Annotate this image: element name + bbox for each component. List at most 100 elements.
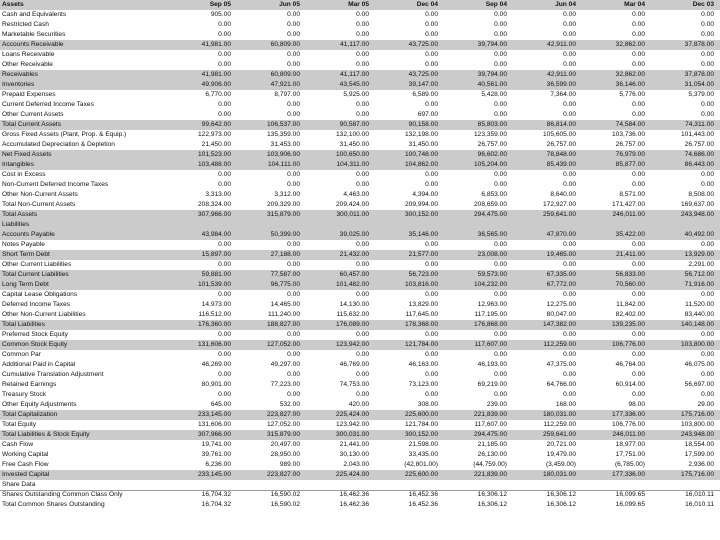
table-row: Total Liabilities 176,360.00 188,827.00 176… xyxy=(0,320,720,330)
row-value: 294,475.00 xyxy=(473,211,507,218)
row-value: 123,942.00 xyxy=(335,341,369,348)
row-value: 43,545.00 xyxy=(339,81,369,88)
row-value: 16,452.36 xyxy=(408,501,438,508)
row-value xyxy=(441,480,510,490)
row-value: 0.00 xyxy=(425,11,438,18)
row-value: 300,031.00 xyxy=(335,431,369,438)
row-value: 0.00 xyxy=(287,171,300,178)
row-value: 0.00 xyxy=(356,171,369,178)
row-value: 0.00 xyxy=(494,171,507,178)
row-value: 36,146.00 xyxy=(615,81,645,88)
row-value: 0.00 xyxy=(494,351,507,358)
row-value: 0.00 xyxy=(287,371,300,378)
row-label: Receivables xyxy=(2,71,38,78)
row-value: 169,637.00 xyxy=(680,201,714,208)
row-value: 80,047.00 xyxy=(546,311,576,318)
row-value: 117,645.00 xyxy=(405,311,438,318)
row-label: Common Par xyxy=(2,351,41,358)
row-value: 233,145.00 xyxy=(197,471,231,478)
row-value: 0.00 xyxy=(356,101,369,108)
row-label: Capital Lease Obligations xyxy=(2,291,78,298)
row-value: 0.00 xyxy=(701,101,714,108)
table-row: Total Current Liabilities 59,881.00 77,587… xyxy=(0,270,720,280)
row-value: 225,424.00 xyxy=(335,411,369,418)
column-header: Dec 03 xyxy=(692,1,714,8)
row-value: 8,571.00 xyxy=(619,191,645,198)
row-value: 103,736.00 xyxy=(611,131,645,138)
row-value xyxy=(234,480,303,490)
row-value: 0.00 xyxy=(425,171,438,178)
row-value: 59,881.00 xyxy=(201,271,231,278)
row-value: 0.00 xyxy=(356,11,369,18)
table-row: Notes Payable 0.00 0.00 0.00 0.00 0.00 0.00 0.0… xyxy=(0,240,720,250)
row-value: 0.00 xyxy=(563,101,576,108)
row-value: 17,751.00 xyxy=(615,451,645,458)
row-value: 0.00 xyxy=(701,11,714,18)
row-value: 0.00 xyxy=(425,371,438,378)
row-value: 0.00 xyxy=(563,181,576,188)
row-value: 0.00 xyxy=(287,11,300,18)
row-value: 208,324.00 xyxy=(197,201,231,208)
row-value: 0.00 xyxy=(287,291,300,298)
row-value: 16,462.36 xyxy=(339,501,369,508)
table-row: Intangibles 103,488.00 104,111.00 104,311.0… xyxy=(0,160,720,170)
row-value: 132,100.00 xyxy=(335,131,369,138)
row-value: 21,411.00 xyxy=(616,251,645,258)
row-label: Invested Capital xyxy=(2,471,50,478)
row-value: 112,259.00 xyxy=(543,421,576,428)
row-value: 0.00 xyxy=(563,11,576,18)
table-row: Cumulative Translation Adjustment 0.00 0.0… xyxy=(0,370,720,380)
row-value: 0.00 xyxy=(563,21,576,28)
row-value: 0.00 xyxy=(494,101,507,108)
row-value: 0.00 xyxy=(494,11,507,18)
row-value: 209,994.00 xyxy=(404,201,438,208)
row-value: 131,606.00 xyxy=(197,421,231,428)
row-value: 5,776.00 xyxy=(619,91,645,98)
row-value: 16,010.11 xyxy=(685,491,714,498)
row-value: 0.00 xyxy=(218,101,231,108)
row-value: 0.00 xyxy=(356,291,369,298)
row-value: 67,335.00 xyxy=(546,271,576,278)
row-label: Total Liabilities & Stock Equity xyxy=(2,431,90,438)
row-value: 13,929.00 xyxy=(684,251,714,258)
row-value: 0.00 xyxy=(287,111,300,118)
row-value: 0.00 xyxy=(563,261,576,268)
row-value: 41,981.00 xyxy=(201,41,231,48)
row-value: 42,911.00 xyxy=(547,71,576,78)
row-value: 123,359.00 xyxy=(473,131,507,138)
row-value: 0.00 xyxy=(494,241,507,248)
row-value: 43,725.00 xyxy=(408,41,438,48)
table-row: Working Capital 39,761.00 28,950.00 30,130.… xyxy=(0,450,720,460)
row-label: Current Deferred Income Taxes xyxy=(2,101,94,108)
row-value: 49,906.00 xyxy=(201,81,231,88)
row-value: 0.00 xyxy=(218,291,231,298)
row-value xyxy=(372,220,441,230)
row-label: Total Equity xyxy=(2,421,37,428)
row-value: 100,748.00 xyxy=(404,151,438,158)
row-value: 14,973.00 xyxy=(201,301,231,308)
row-value: (6,785.00) xyxy=(614,461,645,468)
row-value: 73,123.00 xyxy=(408,381,438,388)
row-value: 175,716.00 xyxy=(680,471,714,478)
row-value: 27,188.00 xyxy=(270,251,300,258)
row-value: 39,794.00 xyxy=(477,41,507,48)
row-value: 0.00 xyxy=(494,371,507,378)
row-value: 5,379.00 xyxy=(688,91,714,98)
table-row: Other Non-Current Assets 3,313.00 3,312.00… xyxy=(0,190,720,200)
row-value: 0.00 xyxy=(425,261,438,268)
row-value: 47,870.00 xyxy=(546,231,576,238)
row-value: 131,606.00 xyxy=(197,341,231,348)
row-value: 21,185.00 xyxy=(477,441,507,448)
row-value: 85,803.00 xyxy=(477,121,507,128)
row-value: 20,497.00 xyxy=(270,441,300,448)
row-value: 0.00 xyxy=(425,61,438,68)
row-value: 78,848.00 xyxy=(546,151,576,158)
row-label: Other Non-Current Liabilities xyxy=(2,311,86,318)
row-value: 225,600.00 xyxy=(404,471,438,478)
row-value: 177,336.00 xyxy=(611,471,645,478)
row-label: Preferred Stock Equity xyxy=(2,331,68,338)
row-value: 19,741.00 xyxy=(201,441,231,448)
row-value: 16,590.02 xyxy=(270,501,300,508)
row-label: Other Current Assets xyxy=(2,111,64,118)
